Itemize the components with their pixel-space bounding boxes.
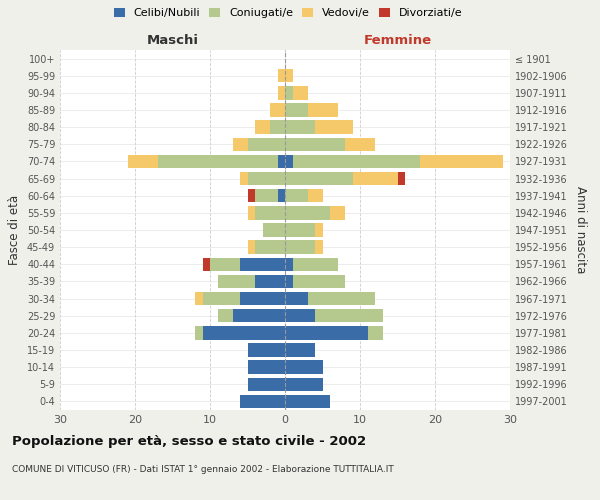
Bar (285, 360, 323, 374)
Bar (345, 138, 375, 151)
Bar (293, 154, 420, 168)
Bar (277, 189, 285, 202)
Bar (285, 172, 353, 186)
Bar (255, 206, 285, 220)
Bar (233, 309, 285, 322)
Bar (210, 258, 240, 271)
Bar (285, 206, 330, 220)
Bar (315, 309, 383, 322)
Bar (285, 274, 293, 288)
Bar (255, 189, 277, 202)
Bar (157, 154, 277, 168)
Bar (285, 240, 315, 254)
Bar (263, 224, 285, 236)
Bar (398, 172, 405, 186)
Bar (255, 120, 270, 134)
Bar (293, 258, 337, 271)
Bar (293, 274, 345, 288)
Bar (353, 172, 398, 186)
Bar (248, 360, 285, 374)
Bar (195, 326, 203, 340)
Bar (285, 120, 315, 134)
Y-axis label: Fasce di età: Fasce di età (8, 195, 21, 265)
Bar (248, 206, 255, 220)
Bar (367, 326, 383, 340)
Legend: Celibi/Nubili, Coniugati/e, Vedovi/e, Divorziati/e: Celibi/Nubili, Coniugati/e, Vedovi/e, Di… (112, 6, 464, 20)
Bar (308, 292, 375, 306)
Bar (308, 189, 323, 202)
Bar (248, 189, 255, 202)
Bar (285, 69, 293, 82)
Bar (233, 138, 248, 151)
Bar (315, 240, 323, 254)
Bar (240, 394, 285, 408)
Bar (277, 154, 285, 168)
Bar (285, 344, 315, 356)
Bar (285, 258, 293, 271)
Bar (218, 309, 233, 322)
Bar (240, 292, 285, 306)
Bar (128, 154, 157, 168)
Bar (218, 274, 255, 288)
Bar (315, 224, 323, 236)
Bar (255, 240, 285, 254)
Bar (285, 138, 345, 151)
Bar (248, 172, 285, 186)
Bar (330, 206, 345, 220)
Text: COMUNE DI VITICUSO (FR) - Dati ISTAT 1° gennaio 2002 - Elaborazione TUTTITALIA.I: COMUNE DI VITICUSO (FR) - Dati ISTAT 1° … (12, 465, 394, 474)
Bar (255, 274, 285, 288)
Text: Maschi: Maschi (146, 34, 199, 46)
Bar (248, 240, 255, 254)
Bar (277, 69, 285, 82)
Bar (285, 154, 293, 168)
Bar (308, 104, 337, 117)
Bar (293, 86, 308, 100)
Bar (203, 326, 285, 340)
Bar (285, 292, 308, 306)
Bar (248, 344, 285, 356)
Bar (285, 224, 315, 236)
Bar (240, 258, 285, 271)
Bar (270, 120, 285, 134)
Bar (285, 189, 308, 202)
Bar (285, 104, 308, 117)
Bar (277, 86, 285, 100)
Bar (285, 86, 293, 100)
Text: Popolazione per età, sesso e stato civile - 2002: Popolazione per età, sesso e stato civil… (12, 435, 366, 448)
Bar (285, 394, 330, 408)
Bar (195, 292, 203, 306)
Bar (420, 154, 503, 168)
Bar (240, 172, 248, 186)
Text: Femmine: Femmine (364, 34, 431, 46)
Bar (285, 326, 367, 340)
Bar (248, 138, 285, 151)
Bar (270, 104, 285, 117)
Bar (203, 258, 210, 271)
Bar (203, 292, 240, 306)
Bar (315, 120, 353, 134)
Bar (248, 378, 285, 391)
Bar (285, 378, 323, 391)
Y-axis label: Anni di nascita: Anni di nascita (574, 186, 587, 274)
Bar (285, 309, 315, 322)
